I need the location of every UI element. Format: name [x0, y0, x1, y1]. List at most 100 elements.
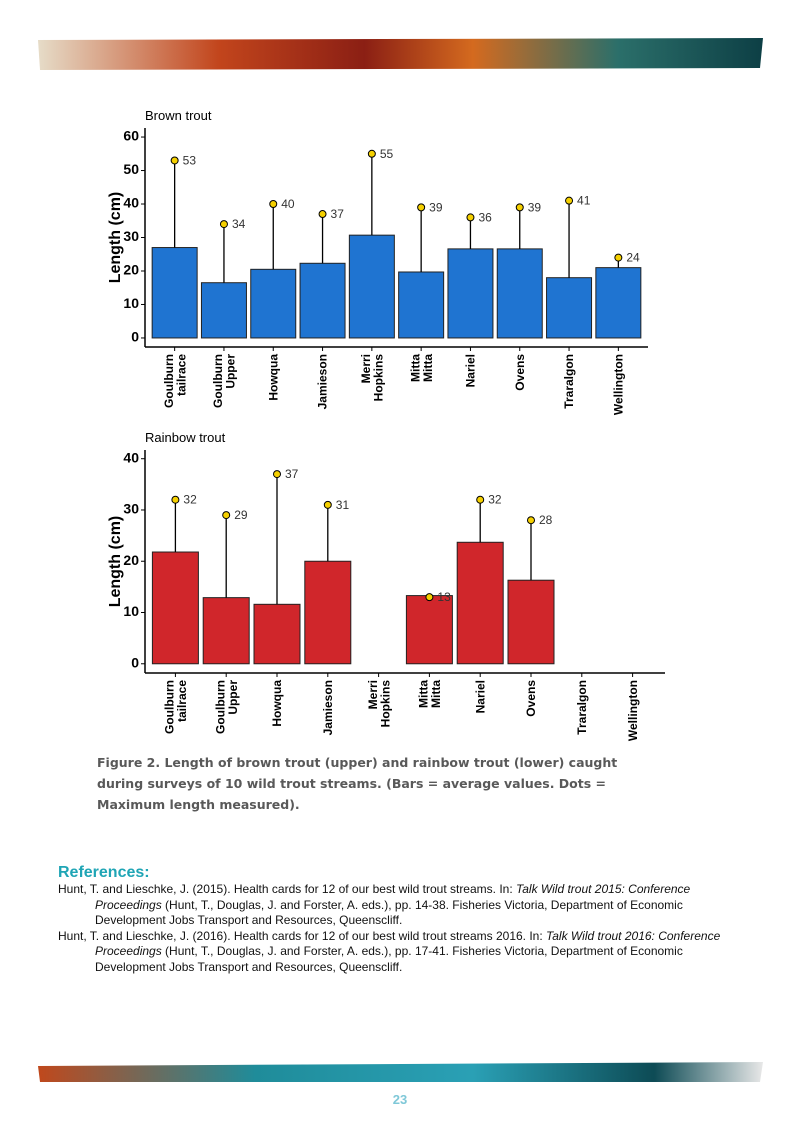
x-tick-label: Wellington — [626, 680, 640, 741]
max-label: 37 — [331, 207, 345, 221]
y-tick-label: 10 — [123, 295, 139, 311]
max-label: 39 — [429, 200, 443, 214]
bar — [253, 603, 301, 665]
y-tick-label: 20 — [123, 262, 139, 278]
max-dot — [219, 220, 228, 229]
max-label: 40 — [281, 197, 295, 211]
x-tick-label: Wellington — [612, 354, 626, 415]
references-heading: References: — [58, 864, 150, 881]
header-banner — [38, 38, 763, 70]
y-tick-label: 30 — [123, 228, 139, 244]
max-dot — [273, 470, 281, 479]
chart-title: Brown trout — [145, 108, 212, 123]
ref-italic: Talk Wild trout 2015: Conference Proceed… — [95, 882, 691, 912]
max-dot — [565, 196, 574, 205]
bar — [250, 268, 297, 339]
y-tick-label: 40 — [123, 195, 139, 211]
bar — [151, 551, 199, 665]
max-dot — [515, 203, 524, 212]
page-number: 23 — [392, 1092, 408, 1107]
bar — [405, 595, 453, 665]
chart-title: Rainbow trout — [145, 430, 226, 445]
x-tick-label: Howqua — [266, 354, 280, 401]
bar — [200, 282, 247, 339]
references-list: Hunt, T. and Lieschke, J. (2015). Health… — [58, 882, 748, 975]
bar — [546, 277, 593, 339]
y-tick-label: 0 — [131, 329, 139, 345]
y-axis-label: Length (cm) — [107, 516, 124, 608]
y-tick-label: 30 — [123, 501, 139, 517]
y-tick-label: 60 — [123, 128, 139, 144]
ref-text: (Hunt, T., Douglas, J. and Forster, A. e… — [95, 944, 683, 974]
max-label: 24 — [626, 251, 640, 265]
max-label: 13 — [437, 590, 451, 604]
x-tick-label: Jamieson — [316, 354, 330, 409]
max-label: 29 — [234, 508, 248, 522]
footer-banner — [38, 1062, 763, 1082]
x-tick-label: GoulburnUpper — [211, 354, 238, 408]
x-tick-label: GoulburnUpper — [213, 680, 240, 734]
max-dot — [466, 213, 475, 222]
max-label: 39 — [528, 200, 542, 214]
max-label: 53 — [183, 153, 197, 167]
y-tick-label: 20 — [123, 552, 139, 568]
max-label: 55 — [380, 147, 394, 161]
max-dot — [476, 495, 485, 504]
x-tick-label: Traralgon — [575, 680, 589, 735]
x-tick-label: Goulburntailrace — [162, 354, 189, 408]
x-tick-label: Howqua — [270, 680, 284, 727]
max-dot — [614, 253, 623, 262]
x-tick-label: MerriHopkins — [359, 354, 386, 402]
bar — [456, 541, 504, 665]
max-dot — [367, 149, 376, 158]
max-label: 32 — [183, 493, 197, 507]
max-label: 37 — [285, 467, 299, 481]
x-tick-label: Jamieson — [321, 680, 335, 735]
reference: Hunt, T. and Lieschke, J. (2016). Health… — [58, 929, 748, 976]
bar — [348, 234, 395, 339]
max-dot — [318, 210, 327, 219]
max-dot — [171, 495, 180, 504]
bar — [496, 248, 543, 339]
bar — [595, 267, 642, 339]
reference: Hunt, T. and Lieschke, J. (2015). Health… — [58, 882, 748, 929]
x-tick-label: Nariel — [464, 354, 478, 387]
bar — [202, 597, 250, 665]
x-tick-label: Nariel — [473, 680, 487, 713]
max-label: 36 — [478, 210, 492, 224]
max-dot — [222, 511, 231, 520]
x-tick-label: MerriHopkins — [366, 680, 393, 728]
max-label: 41 — [577, 194, 591, 208]
bar — [447, 248, 494, 339]
ref-text: (Hunt, T., Douglas, J. and Forster, A. e… — [95, 897, 683, 928]
bar — [398, 271, 445, 339]
ref-text: Hunt, T. and Lieschke, J. (2016). Health… — [58, 928, 547, 943]
bar — [299, 262, 346, 339]
x-tick-label: Ovens — [513, 354, 527, 391]
max-dot — [527, 516, 535, 525]
x-tick-label: MittaMitta — [417, 680, 444, 708]
max-dot — [323, 500, 332, 509]
max-label: 34 — [232, 217, 246, 231]
bar — [507, 579, 555, 665]
max-label: 32 — [488, 493, 502, 507]
x-tick-label: Traralgon — [562, 354, 576, 409]
ref-italic: Talk Wild trout 2016: Conference Proceed… — [95, 928, 721, 959]
bar — [304, 560, 352, 665]
y-tick-label: 10 — [123, 603, 139, 619]
max-label: 31 — [336, 498, 350, 512]
y-tick-label: 0 — [131, 654, 139, 670]
max-dot — [425, 593, 434, 602]
max-label: 28 — [539, 513, 553, 527]
x-tick-label: Goulburntailrace — [163, 680, 190, 734]
ref-text: Hunt, T. and Lieschke, J. (2015). Health… — [58, 882, 516, 896]
y-tick-label: 40 — [123, 449, 139, 465]
y-tick-label: 50 — [123, 161, 139, 177]
bar — [151, 247, 198, 339]
max-dot — [269, 200, 278, 209]
x-tick-label: Ovens — [524, 680, 538, 717]
max-dot — [417, 203, 426, 212]
figure-caption: Figure 2. Length of brown trout (upper) … — [97, 755, 618, 812]
